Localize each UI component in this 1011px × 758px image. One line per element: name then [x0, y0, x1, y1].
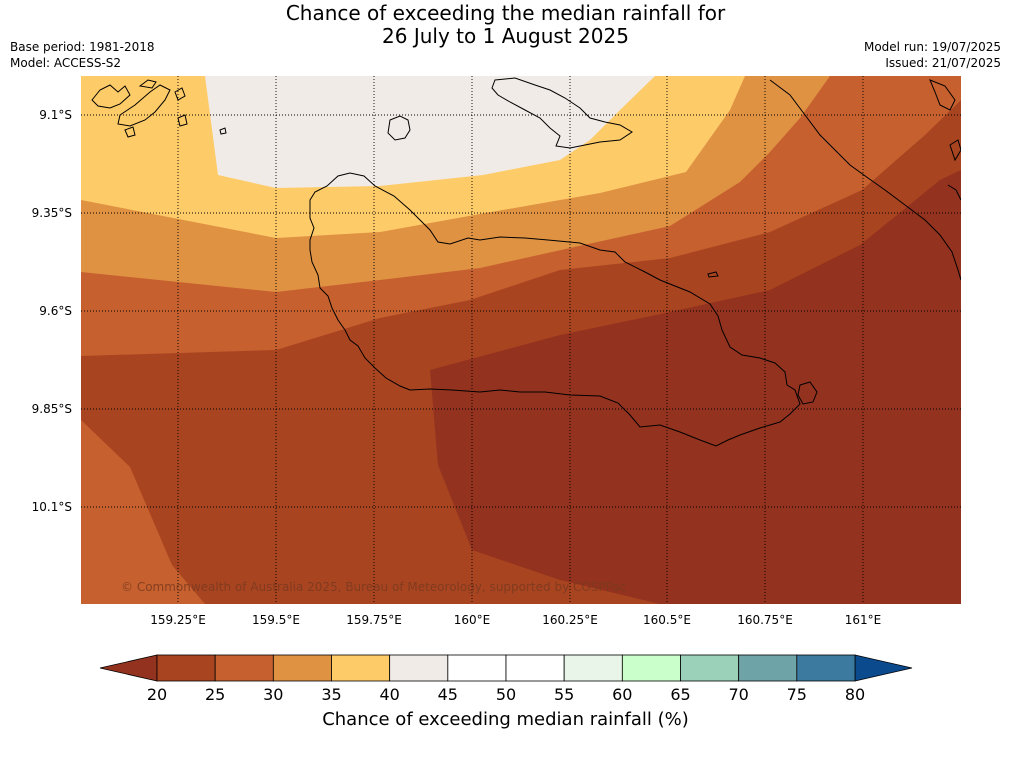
- colorbar-tick-label: 55: [554, 685, 575, 704]
- colorbar-tick-label: 45: [437, 685, 458, 704]
- coastline-east: [769, 79, 961, 281]
- lat-label-9-35: 9.35°S: [31, 206, 72, 220]
- colorbar-swatch: [272, 654, 332, 682]
- lat-label-10-1: 10.1°S: [31, 500, 72, 514]
- island-coastline-nw-3: [138, 79, 157, 89]
- meta-right: Model run: 19/07/2025 Issued: 21/07/2025: [864, 39, 1001, 71]
- base-period: Base period: 1981-2018: [10, 40, 155, 54]
- islet-coastline-north: [387, 115, 411, 141]
- lon-label-160-5: 160.5°E: [643, 613, 691, 627]
- lat-label-9-85: 9.85°S: [31, 402, 72, 416]
- islet-coastline-small: [219, 127, 227, 135]
- colorbar-title: Chance of exceeding median rainfall (%): [322, 709, 689, 730]
- lon-label-160: 160°E: [453, 613, 491, 627]
- colorbar-under-arrow: [99, 654, 158, 682]
- colorbar-tick-label: 50: [495, 685, 517, 704]
- band-45: [205, 76, 655, 188]
- island-coastline-nw-4: [174, 87, 186, 101]
- colorbar-over-arrow: [854, 654, 913, 682]
- issued-date: Issued: 21/07/2025: [885, 56, 1001, 70]
- island-coastline-east-tip: [797, 381, 818, 405]
- colorbar-tick-label: 80: [844, 685, 866, 704]
- colorbar-tick-label: 35: [321, 685, 342, 704]
- lon-label-160-25: 160.25°E: [542, 613, 598, 627]
- island-coastline-ne-1: [929, 79, 956, 111]
- colorbar: [99, 654, 913, 682]
- lon-label-159-5: 159.5°E: [252, 613, 300, 627]
- meta-left: Base period: 1981-2018 Model: ACCESS-S2: [10, 39, 155, 71]
- colorbar-swatch: [680, 654, 740, 682]
- band-30-southwest: [81, 420, 205, 604]
- colorbar-swatch: [389, 654, 449, 682]
- colorbar-tick-label: 75: [786, 685, 807, 704]
- island-coastline-north-group: [491, 77, 633, 149]
- model-run: Model run: 19/07/2025: [863, 40, 1001, 54]
- island-coastline-ne-2: [949, 139, 961, 162]
- colorbar-tick-label: 70: [728, 685, 749, 704]
- lon-label-159-25: 159.25°E: [150, 613, 206, 627]
- colorbar-swatch: [505, 654, 565, 682]
- island-coastline-nw-6: [177, 114, 188, 127]
- lon-label-161: 161°E: [844, 613, 882, 627]
- colorbar-tick-label: 30: [263, 685, 284, 704]
- map-title-line1: Chance of exceeding the median rainfall …: [285, 1, 726, 25]
- colorbar-swatch: [738, 654, 798, 682]
- island-coastline-guadalcanal: [309, 172, 801, 447]
- colorbar-tick-label: 25: [205, 685, 226, 704]
- islet-coastline: [707, 271, 719, 278]
- island-coastline-nw-2: [117, 84, 171, 127]
- colorbar-tick-label: 40: [379, 685, 400, 704]
- island-coastline-nw-5: [124, 126, 136, 138]
- coastlines: [91, 77, 961, 447]
- island-coastline-nw-1: [91, 84, 131, 109]
- map-title-line2: 26 July to 1 August 2025: [382, 24, 629, 48]
- colorbar-swatch: [563, 654, 623, 682]
- copyright-notice: © Commonwealth of Australia 2025, Bureau…: [121, 580, 627, 594]
- colorbar-tick-label: 60: [612, 685, 633, 704]
- colorbar-swatch: [796, 654, 856, 682]
- colorbar-tick-label: 65: [670, 685, 691, 704]
- map-area: [81, 76, 961, 604]
- lat-label-9-1: 9.1°S: [39, 108, 72, 122]
- colorbar-swatch: [156, 654, 216, 682]
- colorbar-swatch: [214, 654, 274, 682]
- colorbar-tick-label: 20: [146, 685, 168, 704]
- colorbar-swatch: [447, 654, 507, 682]
- lat-label-9-6: 9.6°S: [39, 304, 72, 318]
- graticule: [81, 76, 961, 604]
- lon-label-160-75: 160.75°E: [737, 613, 793, 627]
- colorbar-swatch: [621, 654, 681, 682]
- model-name: Model: ACCESS-S2: [10, 56, 122, 70]
- lon-label-159-75: 159.75°E: [346, 613, 402, 627]
- colorbar-swatch: [331, 654, 391, 682]
- island-coastline-ne-3: [947, 184, 961, 201]
